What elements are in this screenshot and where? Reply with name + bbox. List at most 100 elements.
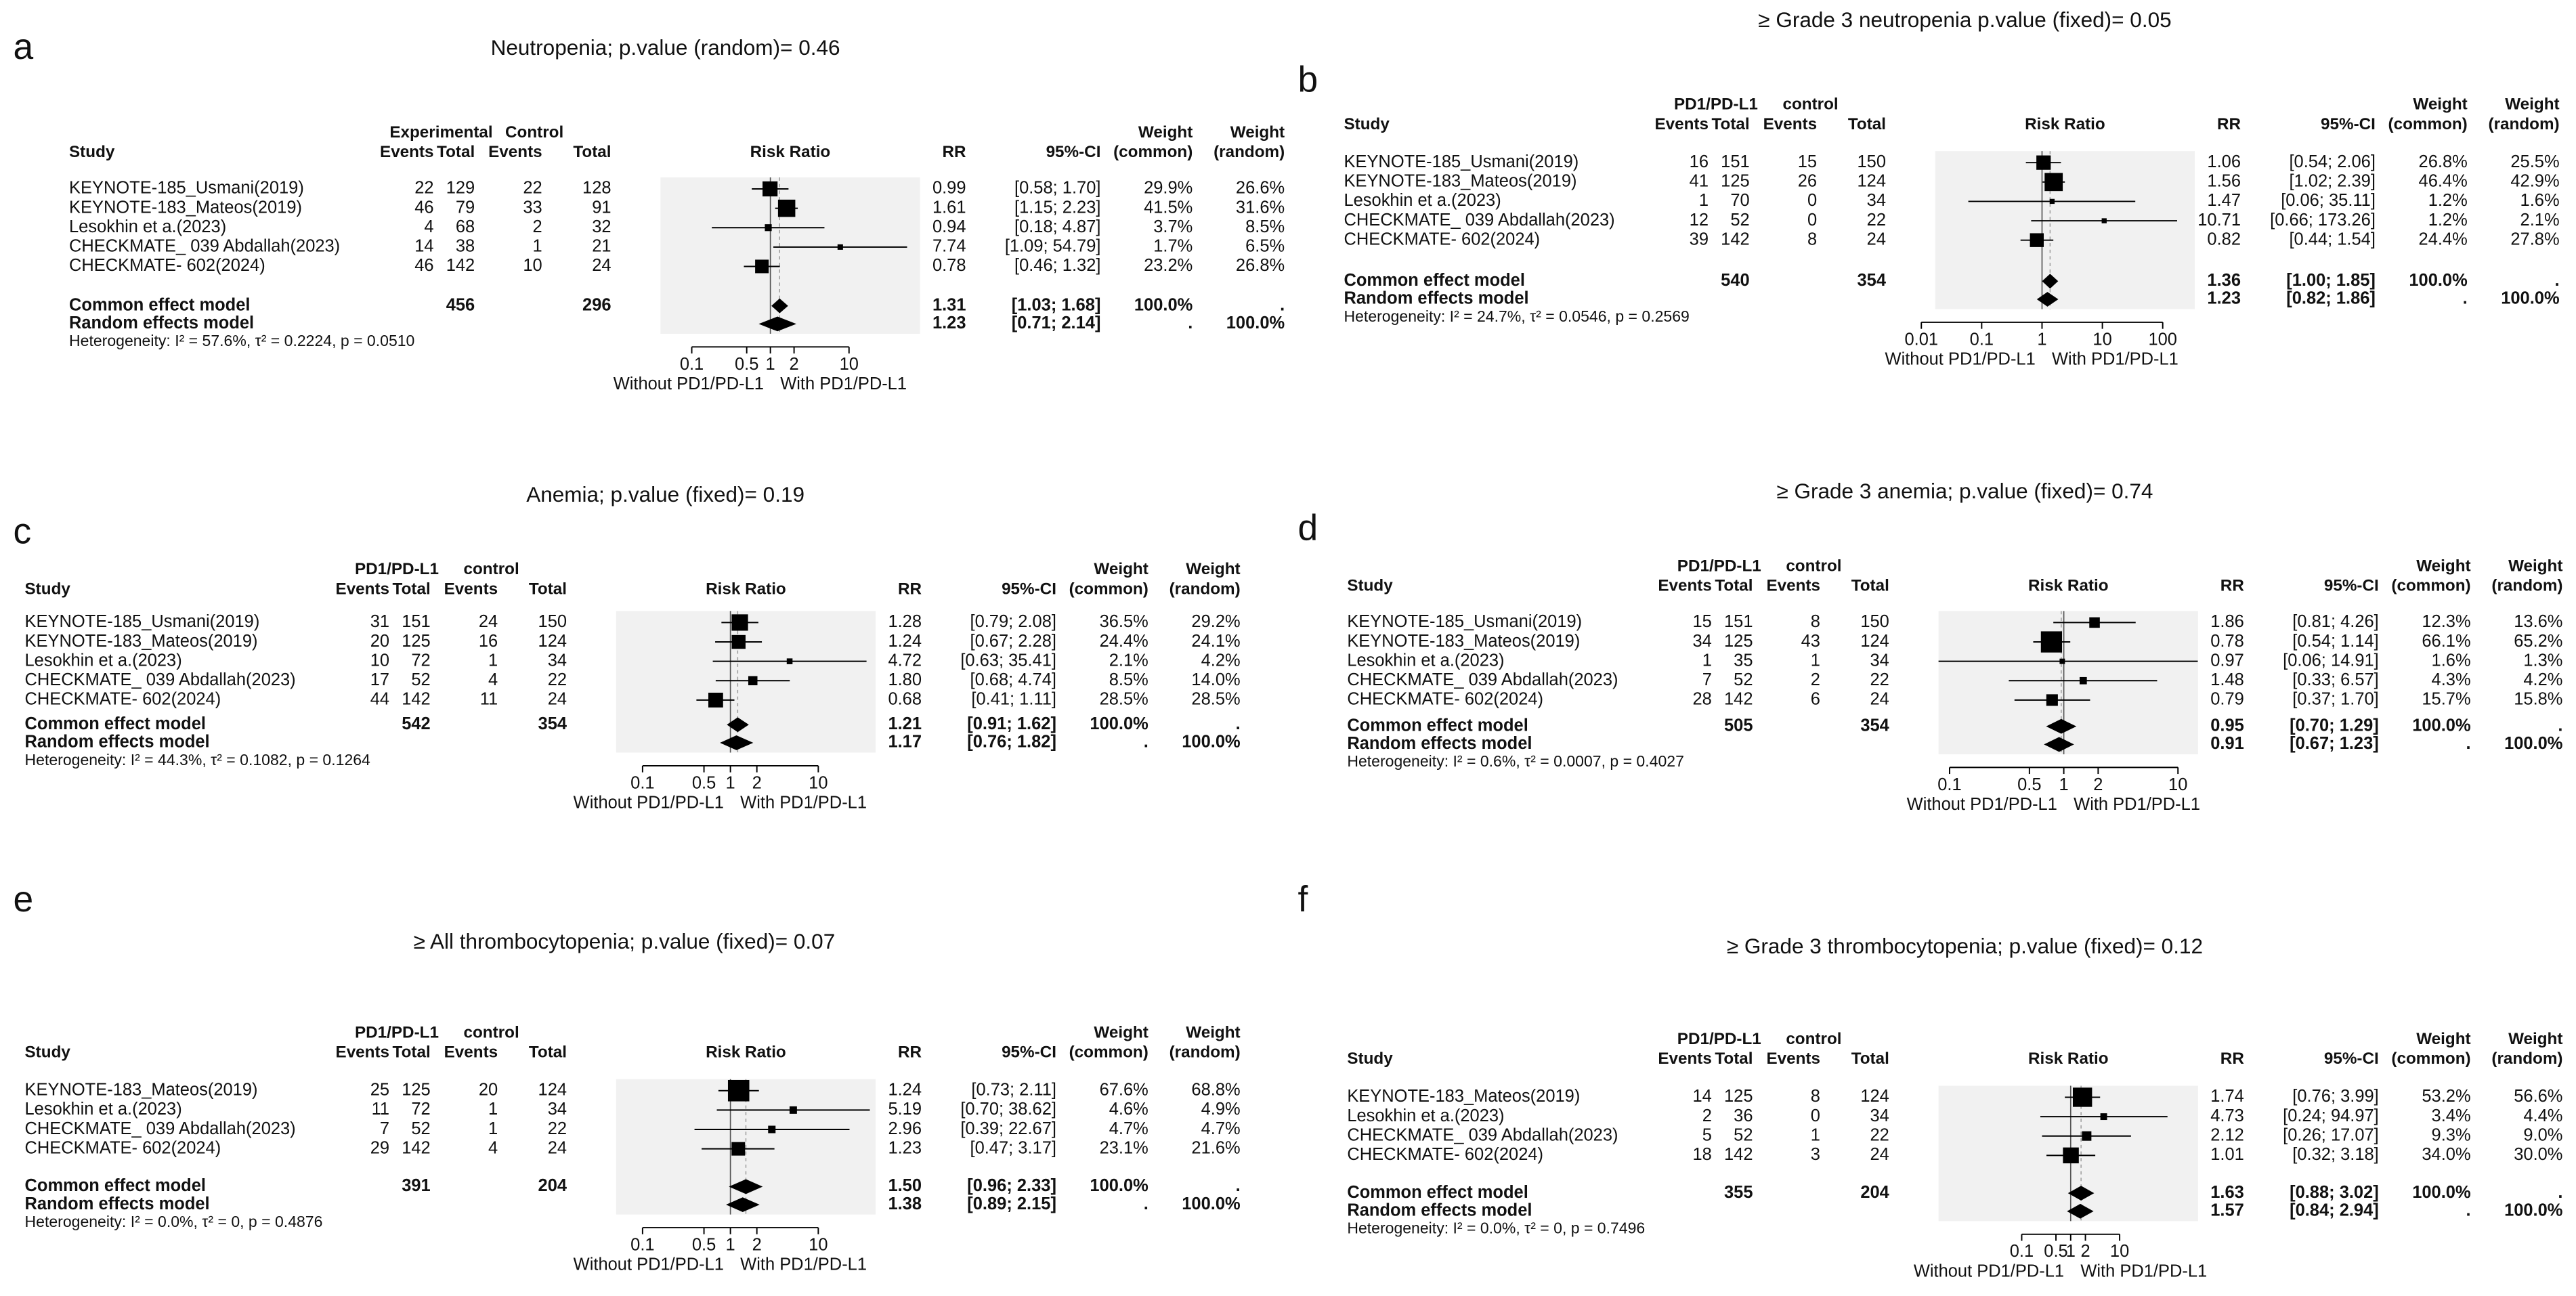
events: 26: [1798, 172, 1817, 191]
heterogeneity: Heterogeneity: I² = 0.0%, τ² = 0, p = 0.…: [25, 1213, 323, 1230]
header: Total: [393, 580, 431, 598]
events: 15: [1693, 612, 1712, 631]
weight: 25.5%: [2510, 152, 2559, 171]
x-tick-label: 0.1: [1970, 330, 1994, 349]
study-name: CHECKMATE- 602(2024): [69, 256, 265, 275]
events: 28: [1693, 690, 1712, 709]
model-diamond: [2036, 292, 2059, 307]
events: 0: [1807, 211, 1817, 230]
weight: 28.5%: [1191, 690, 1240, 709]
header: (random): [2491, 1050, 2562, 1068]
weight: 1.3%: [2523, 651, 2562, 670]
ci-value: [0.79; 2.08]: [970, 612, 1056, 631]
study-name: KEYNOTE-183_Mateos(2019): [1347, 1087, 1580, 1106]
total: 142: [1724, 690, 1753, 709]
total: 22: [1870, 1125, 1889, 1144]
total: 21: [592, 237, 611, 256]
total: 22: [1867, 211, 1886, 230]
total: 456: [446, 295, 475, 314]
header: Weight: [2416, 557, 2470, 575]
rr-value: 1.06: [2207, 152, 2241, 171]
header: Events: [1658, 1050, 1712, 1068]
rr-value: 1.38: [888, 1194, 922, 1213]
study-name: KEYNOTE-185_Usmani(2019): [25, 612, 260, 631]
events: 15: [1798, 152, 1817, 171]
total: 34: [548, 651, 567, 670]
header: 95%-CI: [2321, 115, 2376, 133]
header: Total: [1848, 115, 1886, 133]
model-diamond: [2067, 1203, 2094, 1219]
plot-shade: [1938, 611, 2198, 754]
weight: .: [2558, 716, 2562, 735]
weight: 24.4%: [1100, 632, 1149, 651]
total: 72: [411, 1100, 430, 1119]
total: 24: [1867, 230, 1886, 249]
header: Study: [1347, 1050, 1393, 1068]
study-square: [786, 658, 793, 664]
header: Risk Ratio: [750, 143, 831, 161]
weight: 66.1%: [2422, 632, 2470, 651]
rr-value: 1.74: [2210, 1087, 2244, 1106]
header: (common): [1069, 580, 1149, 598]
ci-value: [1.02; 2.39]: [2289, 172, 2375, 191]
rr-value: 7.74: [932, 237, 966, 256]
weight: 100.0%: [1090, 714, 1148, 733]
x-tick-label: 1: [766, 355, 775, 374]
axis-label: Without PD1/PD-L1: [574, 793, 724, 812]
heterogeneity: Heterogeneity: I² = 57.6%, τ² = 0.2224, …: [69, 332, 414, 349]
panel-letter: d: [1298, 509, 1318, 548]
study-name: CHECKMATE_ 039 Abdallah(2023): [69, 237, 340, 256]
study-square: [708, 693, 723, 708]
weight: 26.8%: [2419, 152, 2468, 171]
model-diamond: [2044, 737, 2074, 752]
plot-shade: [1935, 151, 2195, 309]
header: Events: [488, 143, 542, 161]
events: 12: [1690, 211, 1709, 230]
study-square: [748, 676, 758, 686]
weight: 100.0%: [2412, 1183, 2470, 1202]
header: Total: [1851, 576, 1889, 595]
study-square: [2059, 658, 2065, 664]
total: 52: [1734, 670, 1753, 689]
model-name: Common effect model: [1347, 1183, 1528, 1202]
weight: 4.7%: [1201, 1119, 1241, 1138]
axis-label: Without PD1/PD-L1: [614, 374, 764, 393]
header: Total: [1715, 576, 1753, 595]
total: 124: [1860, 632, 1889, 651]
total: 52: [411, 1119, 430, 1138]
rr-value: 0.68: [888, 690, 922, 709]
study-square: [2082, 1131, 2092, 1141]
rr-value: 1.86: [2210, 612, 2244, 631]
header: Total: [393, 1043, 431, 1061]
study-name: CHECKMATE- 602(2024): [1347, 1145, 1543, 1164]
ci-value: [1.03; 1.68]: [1012, 295, 1101, 314]
study-name: Lesokhin et a.(2023): [25, 1100, 182, 1119]
header: PD1/PD-L1: [355, 1023, 439, 1041]
events: 10: [523, 256, 542, 275]
weight: 46.4%: [2419, 172, 2468, 191]
model-name: Random effects model: [1344, 289, 1528, 308]
events: 41: [1690, 172, 1709, 191]
model-diamond: [720, 735, 754, 750]
ci-value: [0.06; 35.11]: [2281, 191, 2376, 210]
weight: 30.0%: [2514, 1145, 2562, 1164]
x-tick-label: 2: [2080, 1242, 2090, 1261]
study-name: KEYNOTE-185_Usmani(2019): [1347, 612, 1582, 631]
events: 16: [1690, 152, 1709, 171]
model-diamond: [2042, 274, 2059, 289]
events: 7: [380, 1119, 389, 1138]
study-square: [2049, 198, 2055, 204]
events: 11: [372, 1100, 389, 1119]
total: 125: [1724, 632, 1753, 651]
x-tick-label: 0.5: [2044, 1242, 2067, 1261]
header: Risk Ratio: [2028, 1050, 2109, 1068]
header: RR: [898, 1043, 922, 1061]
ci-value: [0.76; 3.99]: [2292, 1087, 2378, 1106]
events: 8: [1811, 612, 1820, 631]
header: Events: [1766, 576, 1820, 595]
weight: 29.2%: [1191, 612, 1240, 631]
header: Risk Ratio: [706, 580, 786, 598]
panel-title: ≥ All thrombocytopenia; p.value (fixed)=…: [414, 929, 836, 953]
ci-value: [0.54; 2.06]: [2289, 152, 2375, 171]
model-diamond: [2067, 1186, 2095, 1201]
